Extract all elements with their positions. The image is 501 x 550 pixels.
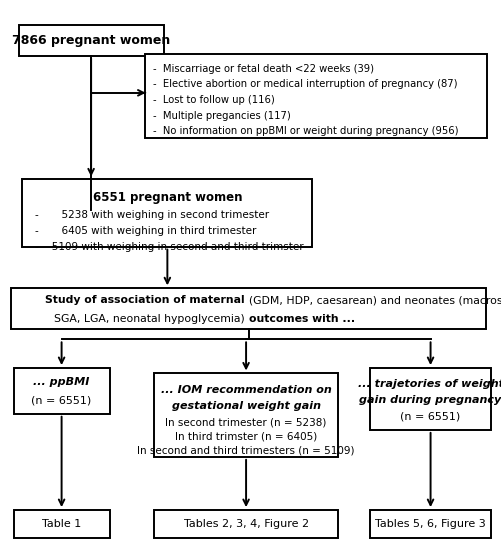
Text: gestational weight gain: gestational weight gain: [171, 402, 320, 411]
Text: -  Elective abortion or medical interruption of pregnancy (87): - Elective abortion or medical interrupt…: [152, 79, 456, 89]
FancyBboxPatch shape: [14, 368, 109, 414]
Text: ... trajetories of weight: ... trajetories of weight: [357, 379, 501, 389]
Text: Table 1: Table 1: [42, 519, 81, 529]
FancyBboxPatch shape: [370, 510, 490, 538]
FancyBboxPatch shape: [153, 373, 338, 457]
Text: Tables 2, 3, 4, Figure 2: Tables 2, 3, 4, Figure 2: [183, 519, 308, 529]
Text: -  Multiple pregancies (117): - Multiple pregancies (117): [152, 111, 290, 120]
FancyBboxPatch shape: [370, 368, 490, 430]
Text: (n = 6551): (n = 6551): [32, 395, 92, 405]
FancyBboxPatch shape: [11, 288, 485, 329]
Text: Tables 5, 6, Figure 3: Tables 5, 6, Figure 3: [374, 519, 485, 529]
FancyBboxPatch shape: [14, 510, 109, 538]
Text: -  Miscarriage or fetal death <22 weeks (39): - Miscarriage or fetal death <22 weeks (…: [152, 64, 373, 74]
FancyBboxPatch shape: [19, 25, 163, 56]
Text: -       6405 with weighing in third trimester: - 6405 with weighing in third trimester: [35, 226, 256, 236]
Text: 6551 pregnant women: 6551 pregnant women: [92, 191, 241, 204]
Text: In second and third trimesters (n = 5109): In second and third trimesters (n = 5109…: [137, 446, 354, 455]
Text: ... IOM recommendation on: ... IOM recommendation on: [160, 385, 331, 395]
FancyBboxPatch shape: [145, 54, 486, 138]
Text: In second trimester (n = 5238): In second trimester (n = 5238): [165, 417, 326, 427]
Text: (n = 6551): (n = 6551): [400, 411, 460, 421]
Text: ... ppBMI: ... ppBMI: [34, 377, 90, 387]
Text: In third trimster (n = 6405): In third trimster (n = 6405): [175, 432, 317, 442]
Text: (GDM, HDP, caesarean) and neonates (macrosomia,: (GDM, HDP, caesarean) and neonates (macr…: [248, 295, 501, 305]
Text: -       5238 with weighing in second trimester: - 5238 with weighing in second trimester: [35, 210, 268, 220]
Text: gain during pregnancy: gain during pregnancy: [359, 395, 500, 405]
Text: Study of association of maternal: Study of association of maternal: [45, 295, 248, 305]
Text: -  Lost to follow up (116): - Lost to follow up (116): [152, 95, 274, 105]
FancyBboxPatch shape: [153, 510, 338, 538]
Text: -    5109 with weighing in second and third trimster: - 5109 with weighing in second and third…: [35, 243, 303, 252]
Text: 7866 pregnant women: 7866 pregnant women: [12, 34, 170, 47]
Text: -  No information on ppBMI or weight during pregnancy (956): - No information on ppBMI or weight duri…: [152, 126, 457, 136]
FancyBboxPatch shape: [22, 179, 312, 247]
Text: SGA, LGA, neonatal hypoglycemia): SGA, LGA, neonatal hypoglycemia): [54, 314, 248, 324]
Text: outcomes with ...: outcomes with ...: [248, 314, 354, 324]
